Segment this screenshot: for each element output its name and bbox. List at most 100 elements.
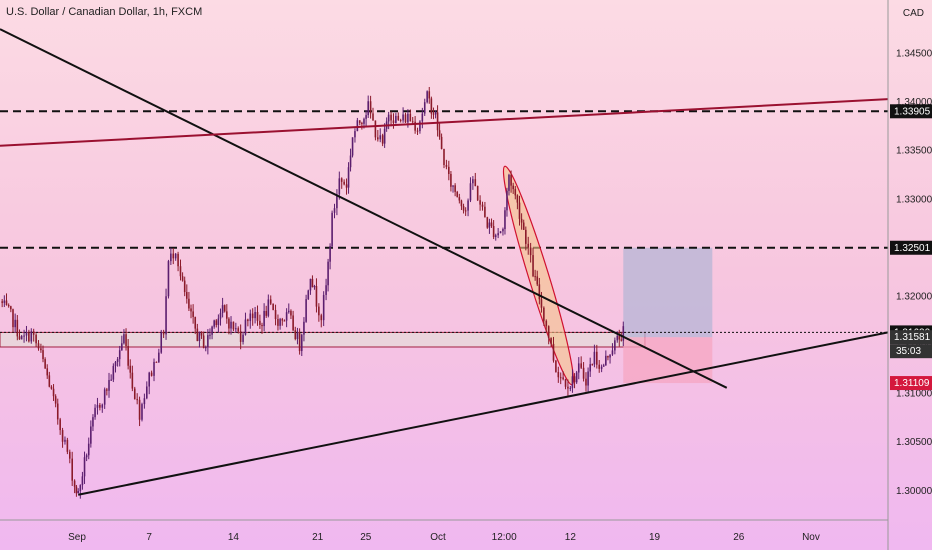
candle-body: [600, 366, 603, 369]
y-tick-label: 1.32000: [896, 291, 932, 302]
candle-body: [372, 113, 374, 121]
candle-body: [16, 319, 19, 337]
candle-body: [383, 128, 386, 144]
chart-title: U.S. Dollar / Canadian Dollar, 1h, FXCM: [6, 6, 203, 18]
candle-body: [56, 403, 59, 420]
candle-body: [217, 318, 220, 325]
candle-body: [44, 359, 46, 369]
candle-body: [492, 226, 495, 237]
candle-body: [598, 364, 601, 369]
candle-body: [508, 174, 510, 191]
candle-body: [522, 222, 525, 230]
candle-body: [274, 310, 277, 320]
candle-body: [267, 299, 270, 316]
candle-body: [300, 334, 303, 352]
candle-body: [1, 301, 3, 303]
candle-body: [177, 253, 179, 267]
candle-body: [557, 371, 560, 378]
candle-body: [589, 364, 591, 372]
candle-body: [141, 404, 143, 420]
candle-body: [395, 115, 397, 124]
price-tag-bg: [890, 330, 932, 345]
y-tick-label: 1.34000: [896, 97, 932, 108]
candle-body: [448, 166, 450, 174]
candle-body: [467, 200, 469, 211]
candle-body: [520, 218, 523, 223]
candle-body: [247, 319, 249, 322]
candle-body: [103, 389, 106, 405]
x-tick-label: 21: [312, 532, 324, 543]
candle-body: [329, 246, 331, 262]
x-tick-label: 14: [228, 532, 240, 543]
candle-body: [269, 299, 272, 304]
y-tick-label: 1.34500: [896, 48, 932, 59]
candle-body: [118, 350, 121, 360]
candle-body: [160, 332, 163, 353]
candle-body: [464, 210, 467, 212]
y-tick-label: 1.30000: [896, 486, 932, 497]
candle-body: [3, 300, 6, 303]
candle-body: [249, 313, 252, 322]
candle-body: [450, 173, 452, 187]
candle-body: [333, 208, 336, 213]
candle-body: [476, 186, 479, 201]
candle-body: [207, 335, 209, 348]
candle-body: [165, 296, 167, 335]
candle-body: [340, 178, 343, 182]
candle-body: [138, 399, 141, 420]
candle-body: [622, 326, 625, 341]
x-tick-label: 12: [565, 532, 577, 543]
candle-body: [361, 122, 363, 124]
candle-body: [136, 399, 138, 401]
candle-body: [486, 217, 489, 228]
candle-body: [28, 332, 30, 342]
candle-body: [379, 135, 382, 140]
price-tag: 1.31581: [894, 332, 931, 343]
candle-body: [458, 197, 461, 201]
candle-body: [277, 319, 279, 326]
price-tag-bg: [890, 376, 932, 391]
candle-body: [272, 303, 274, 311]
candle-body: [529, 247, 532, 256]
resistance-line: [0, 98, 889, 147]
candle-body: [618, 335, 621, 340]
candle-body: [92, 417, 94, 427]
candle-body: [527, 243, 530, 248]
candle-body: [452, 185, 454, 187]
candle-body: [421, 113, 424, 122]
candle-body: [204, 347, 207, 349]
candle-body: [419, 121, 421, 132]
candle-body: [322, 294, 325, 321]
candle-body: [582, 367, 585, 379]
level-tag: 1.33905: [894, 106, 931, 117]
x-tick-label: 25: [360, 532, 372, 543]
x-tick-label: 7: [146, 532, 152, 543]
candle-body: [614, 340, 616, 351]
candle-body: [534, 276, 536, 278]
candle-body: [434, 112, 437, 115]
candle-body: [479, 200, 481, 205]
candle-body: [354, 131, 356, 138]
candle-body: [325, 285, 327, 295]
candle-body: [611, 350, 614, 355]
currency-label: CAD: [902, 8, 924, 19]
candle-body: [200, 331, 203, 336]
candle-body: [532, 255, 534, 277]
candle-body: [61, 430, 64, 442]
candle-body: [456, 191, 459, 198]
candle-body: [242, 334, 244, 342]
candle-body: [616, 335, 619, 341]
candle-body: [545, 320, 548, 327]
candle-body: [131, 372, 134, 389]
candle-body: [369, 101, 372, 114]
candle-body: [374, 120, 377, 138]
candle-body: [345, 184, 348, 188]
rising-support-line: [78, 331, 889, 496]
candle-body: [48, 375, 51, 387]
candle-body: [460, 200, 463, 207]
candle-body: [213, 320, 215, 327]
candle-body: [414, 121, 416, 131]
y-tick-label: 1.33000: [896, 194, 932, 205]
candle-body: [143, 398, 146, 405]
candle-body: [150, 372, 153, 376]
